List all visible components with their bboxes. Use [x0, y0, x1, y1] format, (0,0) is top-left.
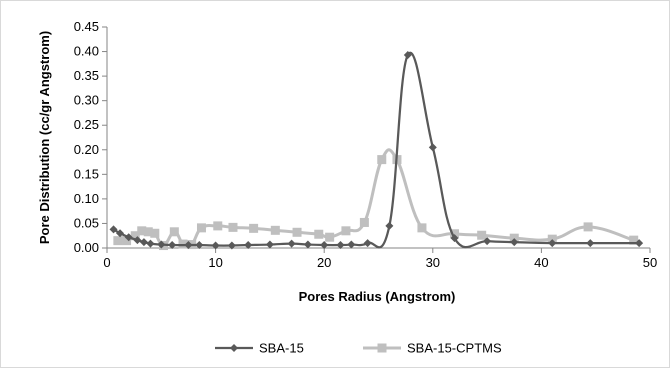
data-point-sba-15 — [548, 239, 557, 248]
series-layer — [109, 50, 644, 251]
data-point-sba-15-cptms — [249, 223, 259, 233]
data-point-sba-15 — [157, 240, 166, 249]
data-point-sba-15 — [428, 143, 437, 152]
legend-item-sba-15: SBA-15 — [215, 341, 304, 356]
data-point-sba-15-cptms — [270, 225, 280, 235]
y-axis-title: Pore Distribution (cc/gr Angstrom) — [37, 31, 52, 244]
data-point-sba-15 — [635, 239, 644, 248]
data-point-sba-15-cptms — [325, 232, 335, 242]
data-point-sba-15 — [586, 239, 595, 248]
data-point-sba-15-cptms — [122, 236, 132, 246]
data-point-sba-15-cptms — [113, 236, 123, 246]
legend-item-sba-15-cptms: SBA-15-CPTMS — [363, 341, 502, 356]
y-tick-label: 0.35 — [74, 68, 99, 83]
data-point-sba-15 — [336, 241, 345, 250]
data-point-sba-15 — [195, 241, 204, 250]
data-point-sba-15-cptms — [314, 229, 324, 239]
series-line-sba-15 — [112, 51, 640, 249]
data-point-sba-15 — [303, 240, 312, 249]
data-point-sba-15-cptms — [228, 222, 238, 232]
y-tick-label: 0.10 — [74, 191, 99, 206]
data-point-sba-15 — [227, 241, 236, 250]
y-tick-label: 0.40 — [74, 44, 99, 59]
y-axis-ticks: 0.00 0.05 0.10 0.15 0.20 0.25 0.30 0.35 0.40 0.45 — [74, 19, 107, 255]
legend-swatch-marker — [230, 344, 238, 352]
y-tick-label: 0.00 — [74, 240, 99, 255]
x-axis-title: Pores Radius (Angstrom) — [299, 289, 456, 304]
y-tick-label: 0.15 — [74, 166, 99, 181]
data-point-sba-15-cptms — [196, 223, 206, 233]
x-tick-label: 30 — [426, 255, 440, 270]
data-point-sba-15-cptms — [213, 221, 223, 231]
y-tick-label: 0.30 — [74, 93, 99, 108]
y-tick-label: 0.20 — [74, 142, 99, 157]
series-sba-15-cptms — [113, 148, 639, 251]
series-sba-15 — [109, 50, 644, 250]
x-tick-label: 10 — [208, 255, 222, 270]
data-point-sba-15-cptms — [359, 217, 369, 227]
y-tick-label: 0.25 — [74, 117, 99, 132]
x-axis-ticks: 0 10 20 30 40 50 — [103, 248, 657, 270]
data-point-sba-15 — [146, 239, 155, 248]
data-point-sba-15-cptms — [417, 223, 427, 233]
data-point-sba-15 — [116, 229, 125, 238]
data-point-sba-15-cptms — [450, 229, 460, 239]
data-point-sba-15-cptms — [292, 227, 302, 237]
data-point-sba-15-cptms — [130, 231, 140, 241]
data-point-sba-15 — [403, 50, 412, 59]
data-point-sba-15 — [139, 238, 148, 247]
data-point-sba-15 — [363, 239, 372, 248]
data-point-sba-15 — [124, 233, 133, 242]
data-point-sba-15 — [385, 221, 394, 230]
x-tick-label: 0 — [103, 255, 110, 270]
legend: SBA-15 SBA-15-CPTMS — [215, 341, 502, 356]
data-point-sba-15 — [483, 237, 492, 246]
data-point-sba-15 — [133, 236, 142, 245]
data-point-sba-15 — [265, 240, 274, 249]
data-point-sba-15 — [211, 241, 220, 250]
x-tick-label: 20 — [317, 255, 331, 270]
data-point-sba-15-cptms — [169, 227, 179, 237]
data-point-sba-15-cptms — [143, 227, 153, 237]
data-point-sba-15 — [184, 241, 193, 250]
data-point-sba-15 — [244, 241, 253, 250]
data-point-sba-15 — [320, 241, 329, 250]
legend-label: SBA-15-CPTMS — [407, 341, 502, 356]
x-tick-label: 50 — [643, 255, 657, 270]
data-point-sba-15-cptms — [629, 235, 639, 245]
data-point-sba-15 — [450, 234, 459, 243]
legend-label: SBA-15 — [259, 341, 304, 356]
data-point-sba-15-cptms — [137, 226, 147, 236]
y-tick-label: 0.45 — [74, 19, 99, 34]
data-point-sba-15 — [510, 238, 519, 247]
data-point-sba-15-cptms — [477, 230, 487, 240]
y-tick-label: 0.05 — [74, 215, 99, 230]
data-point-sba-15-cptms — [150, 228, 160, 238]
data-point-sba-15-cptms — [341, 226, 351, 236]
axes — [106, 27, 650, 249]
data-point-sba-15 — [287, 239, 296, 248]
data-point-sba-15 — [109, 225, 118, 234]
data-point-sba-15-cptms — [377, 155, 387, 165]
data-point-sba-15 — [347, 240, 356, 249]
data-point-sba-15-cptms — [583, 222, 593, 232]
x-tick-label: 40 — [534, 255, 548, 270]
data-point-sba-15 — [168, 241, 177, 250]
series-line-sba-15-cptms — [117, 148, 635, 249]
legend-swatch-marker — [377, 343, 387, 353]
